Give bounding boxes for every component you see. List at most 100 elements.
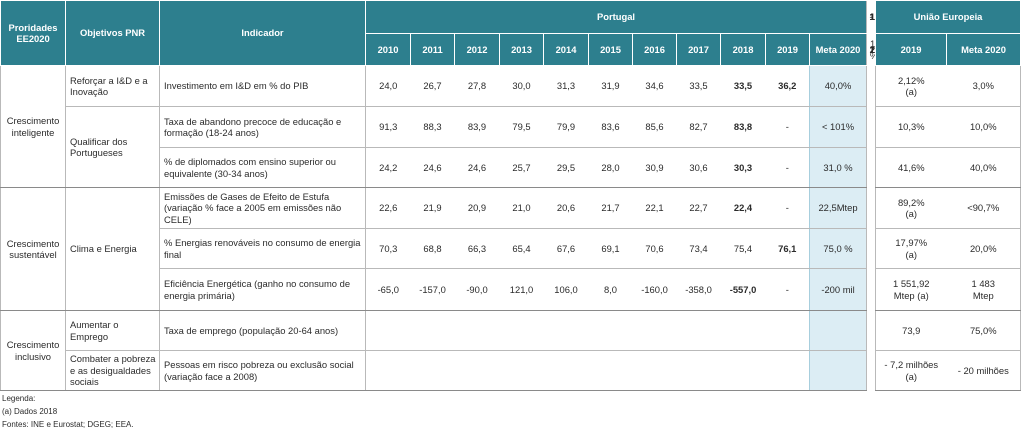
header-year: 2016: [632, 33, 677, 66]
priority-inclusivo: Crescimento inclusivo: [0, 310, 66, 391]
value-cell: 21,0: [499, 187, 544, 229]
meta-2020-cell: 22,5Mtep: [809, 187, 867, 229]
objective-emprego: Aumentar o Emprego: [65, 310, 160, 351]
header-year: 2019: [765, 33, 810, 66]
eu-meta-2020-cell: 3,0%: [946, 65, 1022, 107]
indicator-label: Investimento em I&D em % do PIB: [159, 65, 366, 107]
value-cell: 76,1: [765, 228, 810, 269]
value-cell: [454, 350, 500, 391]
eu-2019-cell: 2,12% (a): [875, 65, 947, 107]
value-cell: 27,8: [454, 65, 500, 107]
value-cell: 29,5: [543, 147, 589, 188]
value-cell: -557,0: [720, 268, 766, 311]
value-cell: 30,3: [720, 147, 766, 188]
value-cell: 79,5: [499, 106, 544, 148]
value-cell: [410, 310, 455, 351]
header-year: 2014: [543, 33, 589, 66]
value-cell: 34,6: [632, 65, 677, 107]
value-cell: 65,4: [499, 228, 544, 269]
value-cell: [720, 350, 766, 391]
portugal-indicators-table: Proridades EE2020 Objetivos PNR Indicado…: [0, 0, 891, 391]
value-cell: 28,0: [588, 147, 633, 188]
eu-2019-cell: 73,9: [875, 310, 947, 351]
value-cell: 33,5: [676, 65, 721, 107]
value-cell: [765, 310, 810, 351]
legend-label: Legenda:: [2, 394, 36, 403]
indicator-label: Taxa de abandono precoce de educação e f…: [159, 106, 366, 148]
value-cell: 83,8: [720, 106, 766, 148]
header-year: 2011: [410, 33, 455, 66]
objective-id: Reforçar a I&D e a Inovação: [65, 65, 160, 107]
footer-notes: Legenda: (a) Dados 2018 Fontes: INE e Eu…: [2, 392, 134, 431]
header-objetivos: Objetivos PNR: [65, 0, 160, 66]
indicator-label: Taxa de emprego (população 20-64 anos): [159, 310, 366, 351]
value-cell: 24,6: [454, 147, 500, 188]
value-cell: [632, 310, 677, 351]
value-cell: [720, 310, 766, 351]
value-cell: 30,9: [632, 147, 677, 188]
eu-meta-2020-cell: <90,7%: [946, 187, 1022, 229]
eu-2019-cell: 41,6%: [875, 147, 947, 188]
value-cell: 30,6: [676, 147, 721, 188]
value-cell: 22,7: [676, 187, 721, 229]
value-cell: [632, 350, 677, 391]
indicator-label: % Energias renováveis no consumo de ener…: [159, 228, 366, 269]
table-row: Crescimento sustentável Clima e Energia …: [0, 187, 867, 311]
value-cell: 73,4: [676, 228, 721, 269]
value-cell: 67,6: [543, 228, 589, 269]
indicator-label: % de diplomados com ensino superior ou e…: [159, 147, 366, 188]
value-cell: [499, 350, 544, 391]
value-cell: 25,7: [499, 147, 544, 188]
value-cell: 88,3: [410, 106, 455, 148]
value-cell: -: [765, 187, 810, 229]
eu-2019-cell: 89,2% (a): [875, 187, 947, 229]
eu-2019-cell: 10,3%: [875, 106, 947, 148]
value-cell: 30,0: [499, 65, 544, 107]
header-prioridades: Proridades EE2020: [0, 0, 66, 66]
table-row: 89,2% (a) <90,7%: [875, 187, 1022, 229]
value-cell: 106,0: [543, 268, 589, 311]
value-cell: -65,0: [365, 268, 411, 311]
value-cell: 24,6: [410, 147, 455, 188]
table-row: 1 551,92 Mtep (a) 1 483 Mtep: [875, 268, 1022, 311]
objective-pobreza: Combater a pobreza e as desigualdades so…: [65, 350, 160, 391]
table-row: Qualificar dos Portugueses Taxa de aband…: [1, 106, 867, 188]
eu-2019-cell: 17,97% (a): [875, 228, 947, 269]
value-cell: [676, 310, 721, 351]
value-cell: 66,3: [454, 228, 500, 269]
meta-2020-cell: -200 mil: [809, 268, 867, 311]
table-row: Combater a pobreza e as desigualdades so…: [1, 350, 867, 391]
value-cell: -: [765, 147, 810, 188]
eu-meta-2020-cell: 20,0%: [946, 228, 1022, 269]
table-row: % de diplomados com ensino superior ou e…: [1, 147, 867, 188]
header-eu-2019: 2019: [875, 33, 947, 66]
header-portugal: Portugal: [365, 0, 867, 34]
meta-2020-cell: < 101%: [809, 106, 867, 148]
value-cell: 36,2: [765, 65, 810, 107]
value-cell: 69,1: [588, 228, 633, 269]
value-cell: -160,0: [632, 268, 677, 311]
value-cell: 121,0: [499, 268, 544, 311]
value-cell: 8,0: [588, 268, 633, 311]
priority-sustentavel: Crescimento sustentável: [0, 187, 66, 311]
meta-2020-cell: [809, 310, 867, 351]
table-row: 2,12% (a) 3,0%: [875, 65, 1022, 107]
header-indicador: Indicador: [159, 0, 366, 66]
indicator-label: Pessoas em risco pobreza ou exclusão soc…: [159, 350, 366, 391]
value-cell: 68,8: [410, 228, 455, 269]
value-cell: 83,6: [588, 106, 633, 148]
value-cell: [543, 350, 589, 391]
value-cell: 70,3: [365, 228, 411, 269]
value-cell: 20,6: [543, 187, 589, 229]
table-row: Crescimento inclusivo Aumentar o Emprego…: [0, 310, 867, 391]
value-cell: 85,6: [632, 106, 677, 148]
value-cell: 91,3: [365, 106, 411, 148]
value-cell: 21,9: [410, 187, 455, 229]
header-uniao-europeia: União Europeia: [874, 0, 1022, 34]
eu-meta-2020-cell: 1 483 Mtep: [946, 268, 1022, 311]
value-cell: 83,9: [454, 106, 500, 148]
sources-note: Fontes: INE e Eurostat; DGEG; EEA.: [2, 420, 134, 429]
value-cell: 70,6: [632, 228, 677, 269]
eu-meta-2020-cell: 10,0%: [946, 106, 1022, 148]
value-cell: 24,2: [365, 147, 411, 188]
